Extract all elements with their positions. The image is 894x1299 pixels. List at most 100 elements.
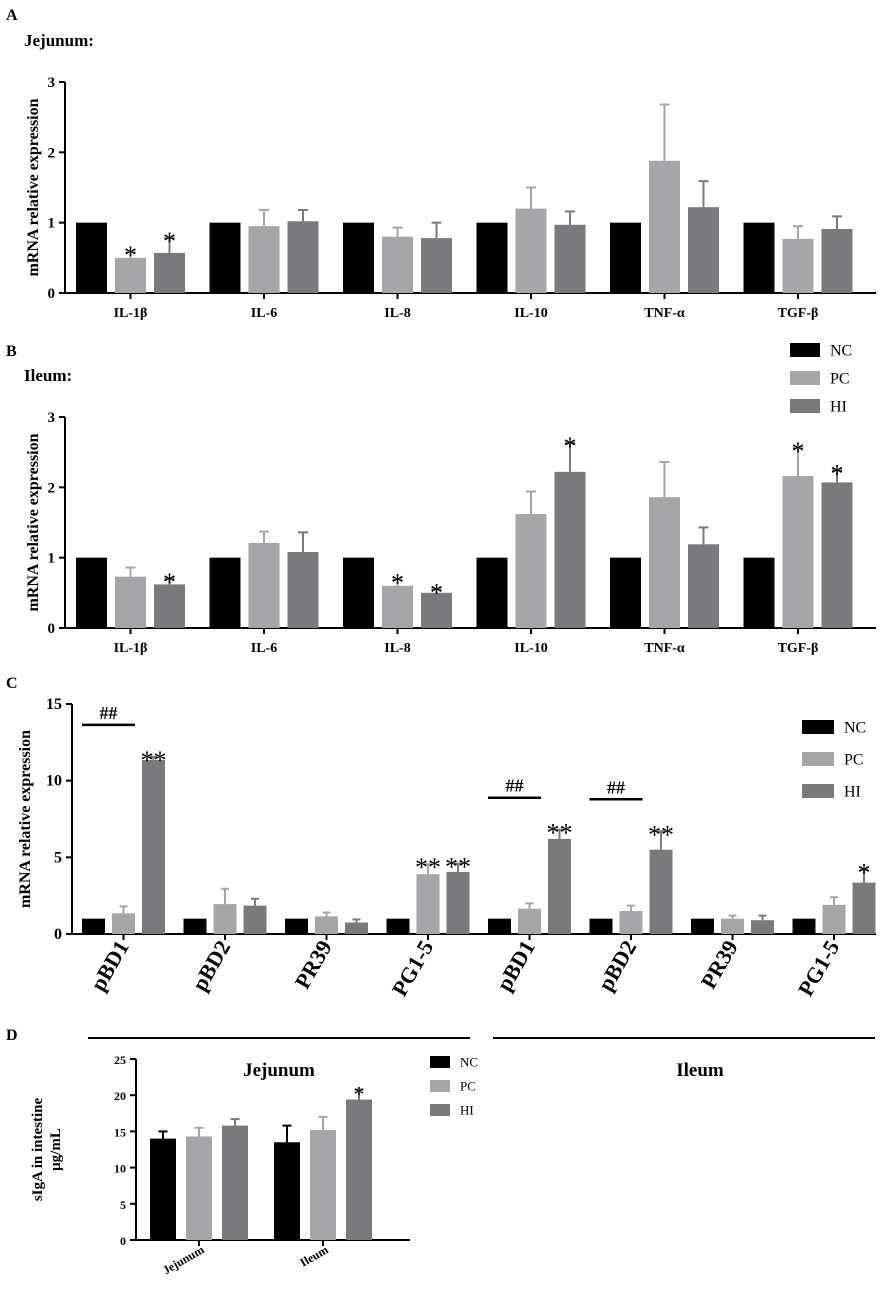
bar-nc [150, 1138, 176, 1240]
bar-pc [515, 514, 547, 628]
bar-pc [248, 226, 280, 293]
y-tick-label: 2 [48, 145, 56, 161]
bar-nc [183, 918, 207, 934]
bar-pc [382, 236, 413, 293]
y-tick-label: 5 [120, 1198, 126, 1212]
panel-c-group-ileum: Ileum [676, 1060, 724, 1081]
y-axis-label: mRNA relative expression [17, 730, 34, 908]
legend-swatch-pc [802, 752, 834, 766]
bar-pc [518, 908, 541, 934]
bar-hi [554, 471, 586, 628]
significance-marker: * [391, 568, 404, 597]
bar-nc [488, 918, 511, 934]
bar-nc [209, 222, 241, 293]
panel-label-b: B [6, 343, 17, 360]
x-tick-label: IL-8 [384, 306, 410, 321]
legend-label-hi: HI [844, 783, 861, 800]
significance-marker: * [430, 578, 443, 607]
y-tick-label: 0 [48, 621, 56, 637]
bar-pc [782, 476, 814, 628]
y-tick-label: 15 [114, 1125, 126, 1139]
significance-marker: * [564, 432, 577, 461]
significance-marker: ** [445, 852, 471, 881]
y-tick-label: 0 [48, 286, 56, 302]
bar-pc [115, 257, 146, 293]
bar-hi [154, 252, 185, 293]
significance-marker: * [163, 227, 176, 256]
bar-nc [691, 918, 714, 934]
significance-marker: * [858, 859, 871, 888]
significance-marker: ** [547, 819, 573, 848]
legend-swatch-pc [430, 1080, 450, 1092]
legend-label-hi: HI [460, 1102, 474, 1117]
bar-hi [548, 838, 571, 934]
x-tick-label: Ileum [298, 1242, 331, 1269]
bar-hi [421, 592, 452, 628]
bar-nc [76, 222, 107, 293]
bar-pc [315, 916, 338, 934]
comparison-marker: ## [607, 777, 625, 797]
significance-marker: * [124, 241, 137, 270]
legend-swatch-nc [802, 720, 834, 734]
x-tick-label: IL-8 [384, 641, 410, 656]
y-tick-label: 0 [54, 926, 62, 943]
x-tick-label: IL-10 [514, 306, 547, 321]
chart-a: 0 1 2 3 mRNA relative expression IL-1β IL-6 IL-… [25, 75, 876, 321]
bar-hi [688, 544, 719, 628]
comparison-marker: ## [100, 703, 118, 723]
bar-pc [310, 1129, 336, 1240]
x-tick-label: Jejunum [160, 1242, 206, 1277]
y-tick-label: 3 [48, 75, 56, 91]
bar-nc [82, 918, 105, 934]
bar-nc [743, 222, 775, 293]
bar-nc [792, 918, 816, 934]
y-tick-label: 20 [114, 1089, 126, 1103]
bar-pc [248, 542, 280, 628]
bar-hi [751, 920, 774, 934]
bar-nc [610, 222, 641, 293]
x-tick-label: IL-1β [114, 641, 148, 656]
bar-nc [343, 222, 374, 293]
bar-pc [649, 160, 680, 293]
comparison-marker: ## [506, 776, 524, 796]
bar-pc [186, 1136, 212, 1240]
legend-swatch-hi [802, 784, 834, 798]
y-tick-label: 25 [114, 1053, 126, 1067]
significance-marker: * [354, 1081, 365, 1106]
bar-nc [476, 557, 508, 628]
bar-hi [852, 882, 876, 934]
x-tick-label: PG1-5 [387, 936, 439, 1000]
bar-hi [243, 905, 267, 934]
panel-c-group-jejunum: Jejunum [243, 1060, 315, 1081]
bar-hi [222, 1125, 248, 1240]
y-tick-label: 3 [48, 410, 56, 426]
bar-pc [721, 918, 744, 934]
bar-nc [589, 918, 613, 934]
panel-b-title: Ileum: [24, 366, 72, 385]
chart-d: 0 5 10 15 20 25 sIgA in intestine μg/mL Jejunum I… [30, 1053, 478, 1277]
legend-swatch-hi [790, 399, 820, 413]
y-tick-label: 0 [120, 1234, 126, 1248]
bar-pc [649, 497, 680, 628]
significance-marker: ** [648, 820, 674, 849]
x-tick-label: IL-6 [251, 306, 277, 321]
x-tick-label: IL-1β [114, 306, 148, 321]
y-axis-label: mRNA relative expression [25, 98, 42, 276]
x-tick-label: PG1-5 [793, 936, 845, 1000]
bar-pc [213, 904, 237, 934]
bar-hi [345, 922, 368, 934]
x-tick-label: TNF-α [644, 641, 685, 656]
x-tick-label: pBD1 [491, 936, 540, 995]
bar-nc [285, 918, 308, 934]
bar-hi [287, 221, 319, 293]
legend-label-hi: HI [830, 398, 847, 415]
y-tick-label: 15 [46, 696, 62, 713]
y-tick-label: 1 [48, 551, 56, 567]
bar-nc [743, 557, 775, 628]
bar-pc [382, 585, 413, 628]
bar-hi [446, 871, 470, 934]
significance-marker: ** [415, 853, 441, 882]
bar-nc [386, 918, 410, 934]
bar-hi [421, 238, 452, 293]
bar-hi [154, 584, 185, 628]
